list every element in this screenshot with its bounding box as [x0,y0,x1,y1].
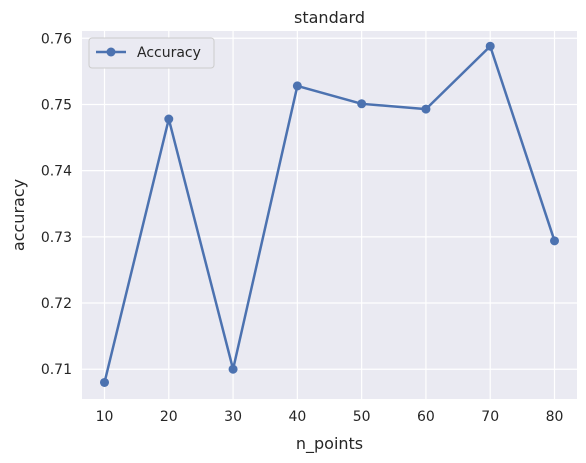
data-point [292,81,302,91]
x-tick-label: 80 [546,409,564,425]
y-tick-label: 0.74 [41,164,72,180]
y-tick-labels: 0.71 0.72 0.73 0.74 0.75 0.76 [41,31,72,378]
data-point [550,236,559,246]
x-tick-label: 30 [224,409,242,425]
x-tick-label: 40 [288,409,306,425]
y-axis-label: accuracy [9,179,28,251]
x-gridlines [103,31,556,399]
data-point [357,99,367,109]
legend-point-marker [106,47,116,57]
x-tick-label: 20 [160,409,178,425]
x-tick-label: 70 [481,409,499,425]
x-axis-label: n_points [296,434,363,454]
plot-background [82,31,577,399]
data-point [228,364,238,374]
x-tick-label: 10 [96,409,114,425]
y-tick-label: 0.73 [41,230,72,246]
legend-label-accuracy: Accuracy [137,45,201,61]
data-point [100,377,109,387]
legend: Accuracy [88,37,215,69]
y-tick-label: 0.72 [41,296,72,312]
y-tick-label: 0.75 [41,97,72,113]
x-tick-label: 50 [353,409,371,425]
y-tick-label: 0.76 [41,31,72,47]
x-tick-labels: 10 20 30 40 50 60 70 80 [96,409,564,425]
data-point [485,41,495,51]
y-tick-label: 0.71 [41,362,72,378]
chart-title: standard [294,8,365,27]
x-tick-label: 60 [417,409,435,425]
series-layer [100,41,559,387]
data-point [421,104,431,114]
series-line-accuracy [103,44,556,384]
data-point [164,114,174,124]
legend-box [88,37,215,69]
